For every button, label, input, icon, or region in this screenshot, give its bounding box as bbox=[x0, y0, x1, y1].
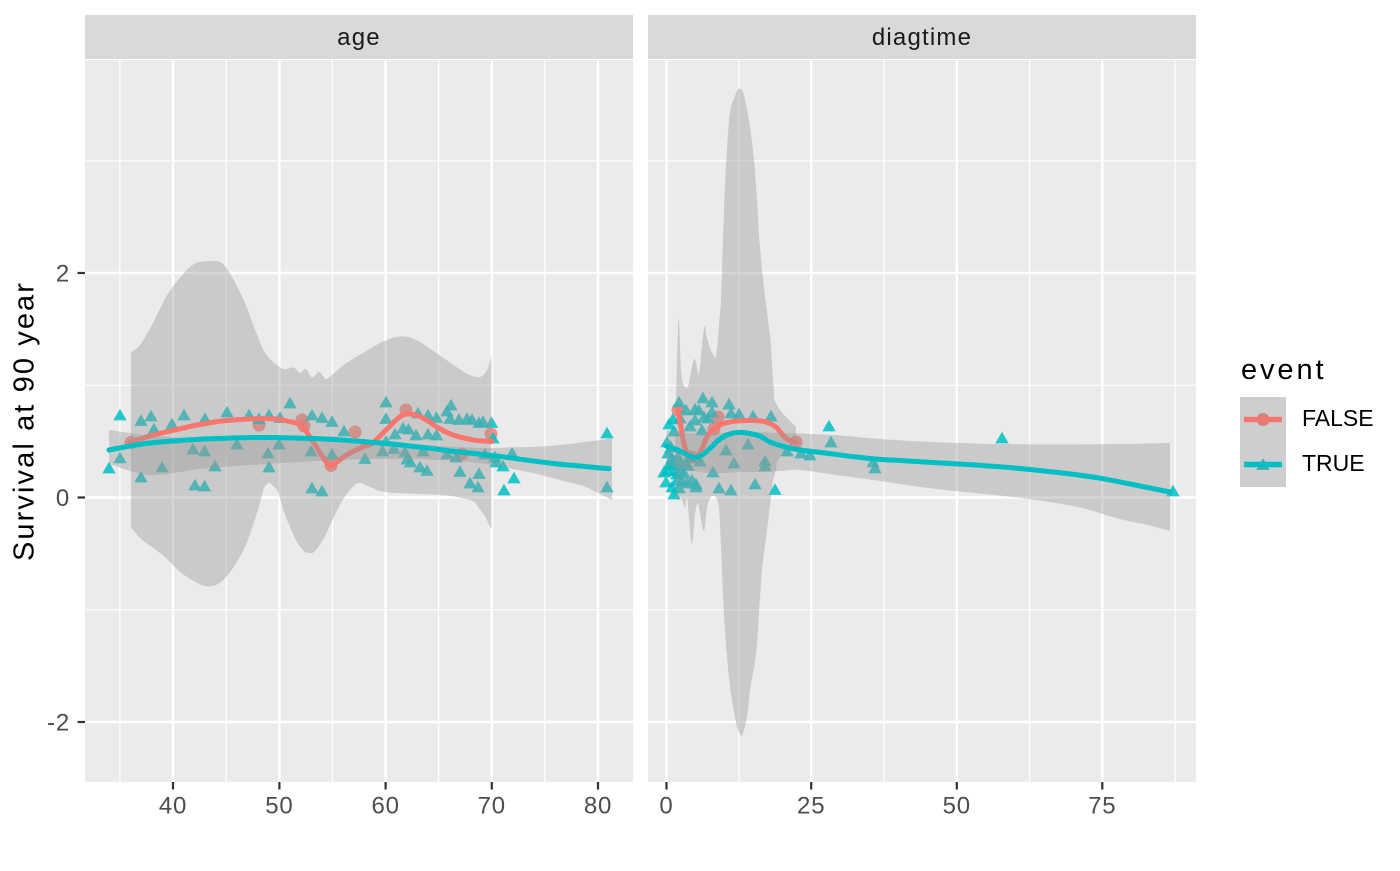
svg-text:80: 80 bbox=[584, 793, 612, 820]
svg-text:50: 50 bbox=[265, 793, 293, 820]
svg-text:75: 75 bbox=[1088, 793, 1116, 820]
svg-text:diagtime: diagtime bbox=[872, 24, 972, 51]
svg-text:70: 70 bbox=[478, 793, 506, 820]
svg-text:25: 25 bbox=[797, 793, 825, 820]
svg-text:event: event bbox=[1241, 354, 1326, 386]
svg-text:50: 50 bbox=[943, 793, 971, 820]
svg-text:Survival at 90 year: Survival at 90 year bbox=[9, 281, 41, 561]
svg-text:40: 40 bbox=[159, 793, 187, 820]
svg-text:-2: -2 bbox=[47, 710, 70, 737]
svg-text:60: 60 bbox=[371, 793, 399, 820]
svg-text:2: 2 bbox=[56, 261, 70, 288]
svg-text:age: age bbox=[337, 24, 381, 51]
svg-text:TRUE: TRUE bbox=[1302, 450, 1365, 476]
svg-text:FALSE: FALSE bbox=[1302, 405, 1374, 431]
svg-text:0: 0 bbox=[56, 485, 70, 512]
svg-text:0: 0 bbox=[659, 793, 673, 820]
